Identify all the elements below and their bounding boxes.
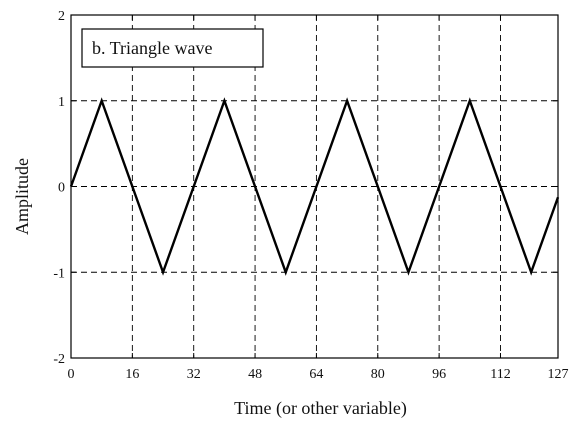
tick-marks bbox=[70, 14, 559, 359]
y-tick-label: 0 bbox=[58, 181, 65, 196]
x-axis-title: Time (or other variable) bbox=[234, 398, 407, 419]
y-tick-label: -2 bbox=[53, 352, 65, 367]
x-tick-label: 80 bbox=[371, 367, 385, 382]
tick-labels: 0 16 32 48 64 80 96 112 127 -2 -1 0 1 2 bbox=[53, 9, 568, 382]
y-tick-label: 1 bbox=[58, 95, 65, 110]
x-tick-label: 32 bbox=[187, 367, 201, 382]
x-tick-label: 16 bbox=[125, 367, 139, 382]
x-tick-label: 112 bbox=[490, 367, 510, 382]
legend-text: b. Triangle wave bbox=[92, 38, 213, 58]
x-tick-label: 96 bbox=[432, 367, 446, 382]
series-layer bbox=[69, 97, 560, 276]
y-tick-label: 2 bbox=[58, 9, 65, 24]
legend-box bbox=[81, 28, 264, 68]
x-tick-label: 127 bbox=[548, 367, 569, 382]
triangle-wave-line bbox=[69, 97, 560, 276]
y-tick-label: -1 bbox=[53, 266, 65, 281]
x-tick-label: 0 bbox=[68, 367, 75, 382]
legend: b. Triangle wave bbox=[81, 28, 264, 68]
y-axis-title: Amplitude bbox=[12, 158, 32, 235]
x-tick-label: 48 bbox=[248, 367, 262, 382]
x-tick-label: 64 bbox=[309, 367, 323, 382]
